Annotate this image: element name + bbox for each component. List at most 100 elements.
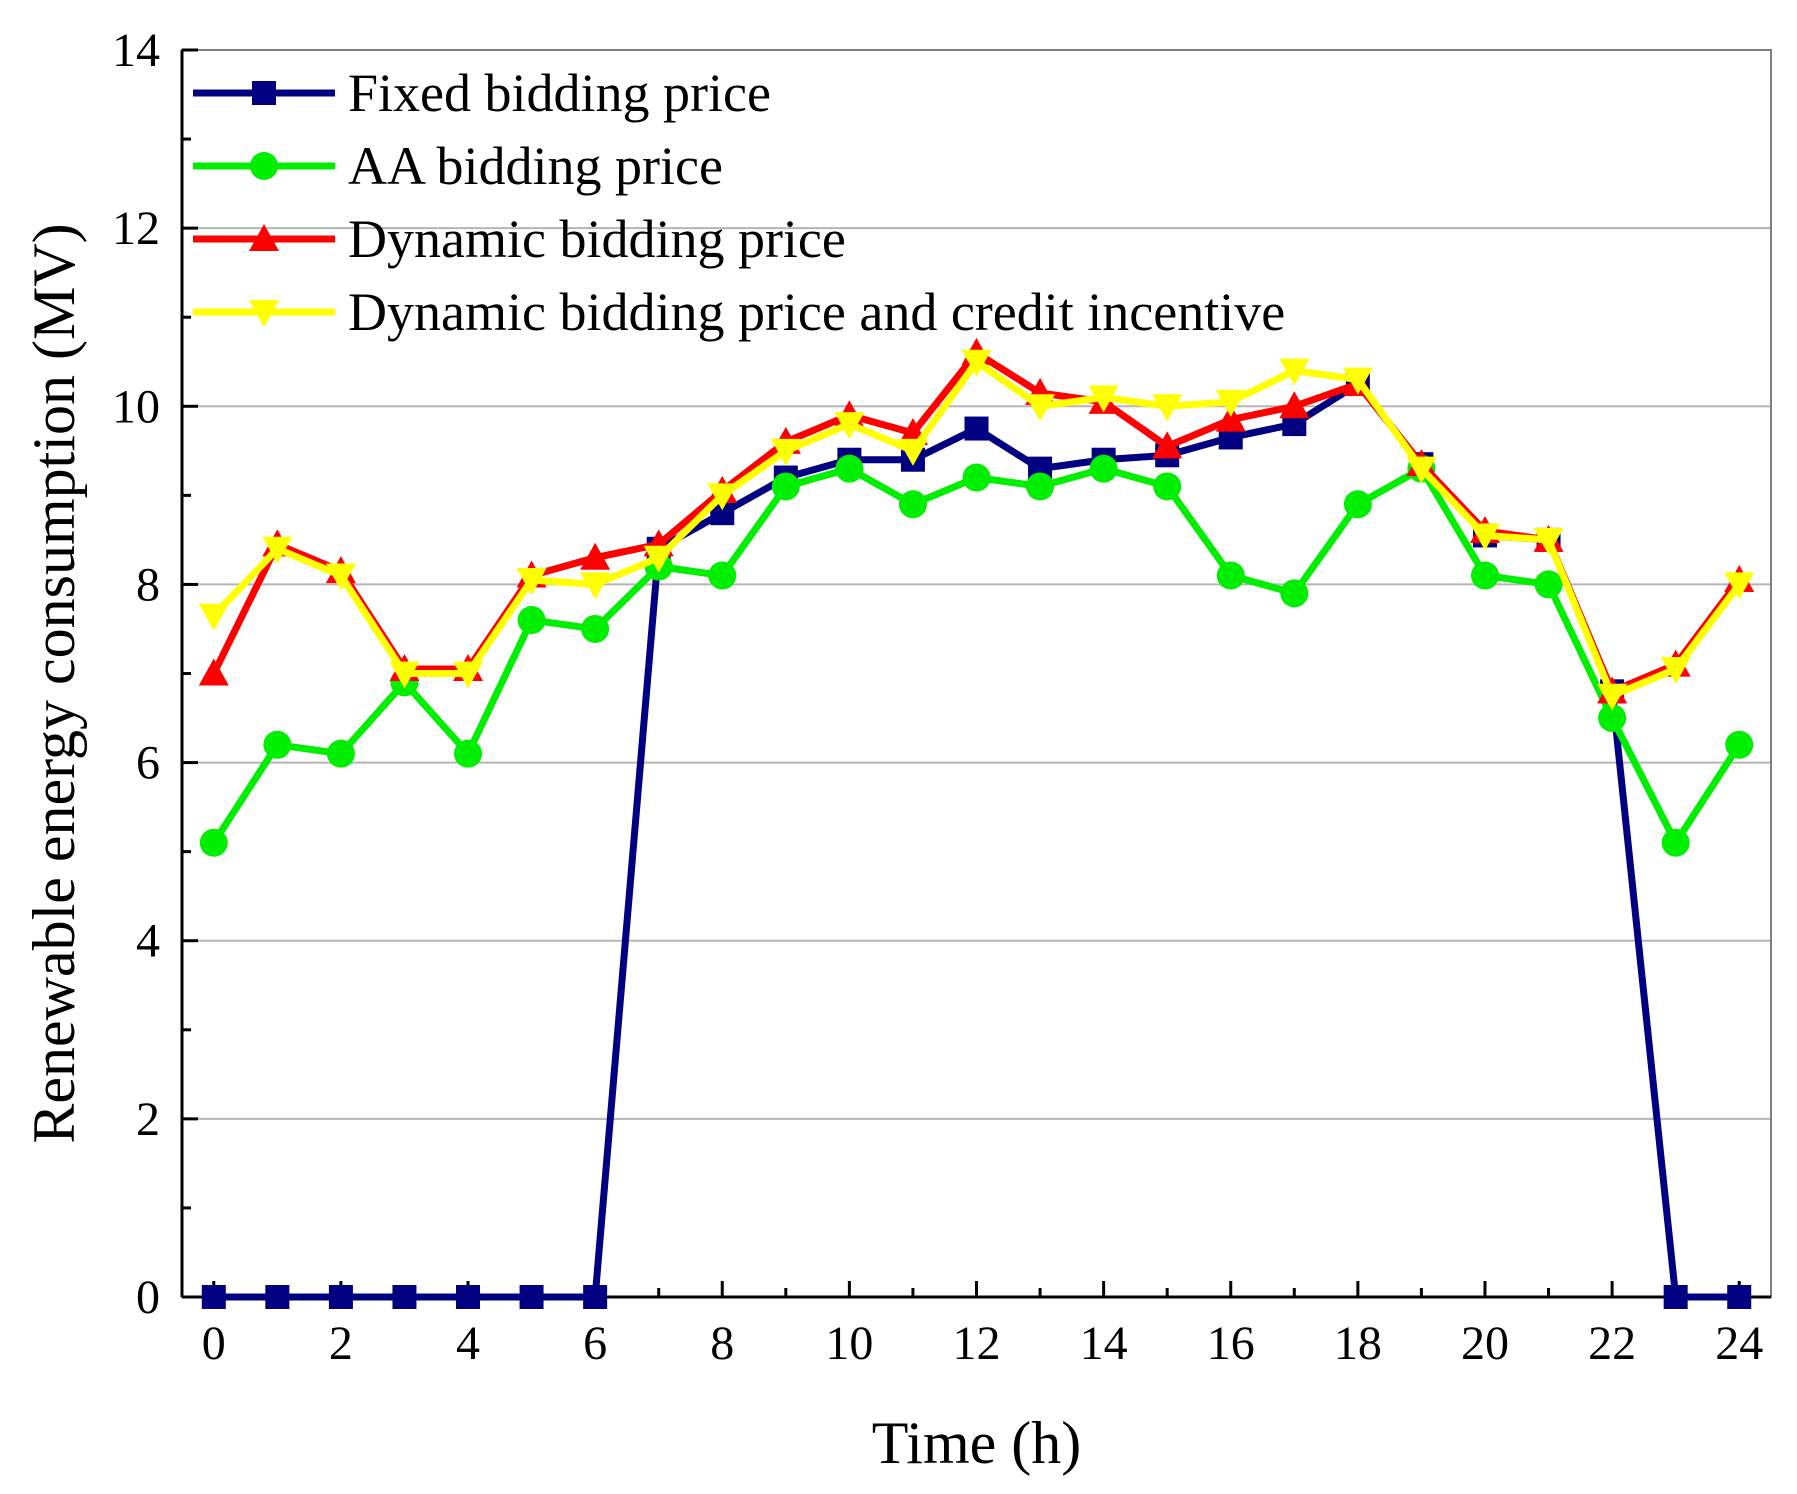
series-4-point-16 [1215, 389, 1246, 417]
series-3-point-15 [1152, 431, 1183, 459]
series-2-point-5 [517, 606, 546, 635]
x-tick-label-8: 8 [710, 1317, 734, 1370]
y-tick-label-12: 12 [112, 202, 160, 255]
x-tick-label-12: 12 [953, 1317, 1001, 1370]
series-1-point-0 [201, 1285, 226, 1309]
series-4-point-6 [580, 572, 611, 600]
legend-item-1: Fixed bidding price [193, 63, 771, 123]
series-2-point-2 [326, 739, 355, 768]
series-1-point-2 [328, 1285, 353, 1309]
x-tick-label-22: 22 [1588, 1317, 1636, 1370]
series-2-point-14 [1089, 454, 1118, 483]
y-tick-label-2: 2 [136, 1093, 160, 1146]
x-tick-label-6: 6 [583, 1317, 607, 1370]
series-2-point-9 [771, 472, 800, 501]
series-2-point-18 [1343, 490, 1372, 519]
x-axis-title: Time (h) [872, 1410, 1081, 1476]
series-2-point-21 [1534, 570, 1563, 599]
series-4-point-8 [707, 483, 738, 511]
series-4-point-11 [897, 438, 928, 466]
y-axis-title: Renewable energy consumption (MV) [21, 223, 87, 1143]
legend-label-1: Fixed bidding price [348, 63, 771, 123]
series-2-point-23 [1661, 828, 1690, 857]
series-2-point-17 [1280, 579, 1309, 608]
series-2-point-0 [199, 828, 228, 857]
series-1-point-3 [392, 1285, 417, 1309]
series-1-point-24 [1727, 1285, 1752, 1309]
y-tick-label-0: 0 [136, 1271, 160, 1324]
series-4-point-0 [198, 603, 229, 631]
legend-item-4: Dynamic bidding price and credit incenti… [193, 282, 1285, 342]
x-tick-label-14: 14 [1080, 1317, 1128, 1370]
x-tick-label-4: 4 [456, 1317, 480, 1370]
x-tick-label-16: 16 [1207, 1317, 1255, 1370]
series-4-point-21 [1533, 527, 1564, 555]
series-4-point-2 [325, 563, 356, 591]
series-4-point-14 [1088, 385, 1119, 413]
series-2-point-22 [1598, 704, 1627, 733]
series-1-point-8 [710, 501, 735, 526]
series-4-point-13 [1025, 394, 1056, 422]
gridlines [182, 227, 1771, 1120]
series-4-point-3 [389, 661, 420, 689]
series-4-point-15 [1152, 394, 1183, 422]
series-4-point-4 [453, 661, 484, 689]
series-4-point-23 [1660, 657, 1691, 685]
series-4-point-20 [1469, 523, 1500, 551]
series-2-point-20 [1470, 561, 1499, 590]
series-4-point-24 [1724, 572, 1755, 600]
x-tick-label-0: 0 [202, 1317, 226, 1370]
series-4-point-12 [961, 349, 992, 377]
series-4 [198, 349, 1755, 711]
series-1-point-5 [519, 1285, 544, 1309]
series-4-point-7 [643, 545, 674, 573]
x-tick-label-10: 10 [825, 1317, 873, 1370]
legend-marker-4 [249, 300, 279, 327]
series-4-point-9 [770, 438, 801, 466]
series-4-point-1 [262, 536, 293, 564]
series-4-point-10 [834, 412, 865, 440]
series-3-point-0 [198, 658, 229, 686]
series-1-point-6 [583, 1285, 608, 1309]
y-tick-label-4: 4 [136, 915, 160, 968]
series-4-point-19 [1406, 456, 1437, 484]
series-4-point-17 [1279, 358, 1310, 386]
series-2-point-4 [454, 739, 483, 768]
series-2-point-8 [708, 561, 737, 590]
y-tick-label-14: 14 [112, 24, 160, 77]
legend: Fixed bidding price AA bidding price Dynam… [193, 63, 1285, 342]
series-3-point-16 [1215, 404, 1246, 432]
series-2-point-24 [1725, 730, 1754, 759]
series-2-point-11 [898, 490, 927, 519]
x-tick-label-20: 20 [1461, 1317, 1509, 1370]
y-tick-label-6: 6 [136, 737, 160, 790]
legend-label-4: Dynamic bidding price and credit incenti… [348, 282, 1285, 342]
series-2-point-12 [962, 463, 991, 492]
x-tick-label-2: 2 [329, 1317, 353, 1370]
x-tick-label-24: 24 [1715, 1317, 1763, 1370]
legend-item-3: Dynamic bidding price [193, 209, 846, 269]
y-tick-label-8: 8 [136, 558, 160, 611]
y-tick-label-10: 10 [112, 380, 160, 433]
series-2-point-16 [1216, 561, 1245, 590]
legend-label-3: Dynamic bidding price [348, 209, 846, 269]
legend-marker-1 [252, 81, 276, 105]
series-4-point-22 [1597, 683, 1628, 711]
series-2 [199, 454, 1754, 857]
series-3-point-17 [1279, 391, 1310, 419]
series-4-point-5 [516, 567, 547, 595]
series-2-point-13 [1026, 472, 1055, 501]
legend-item-2: AA bidding price [193, 136, 723, 196]
series-2-point-6 [581, 614, 610, 643]
series-2-point-1 [263, 730, 292, 759]
legend-marker-2 [250, 152, 278, 180]
series-1-point-4 [456, 1285, 481, 1309]
series-2-point-10 [835, 454, 864, 483]
legend-marker-3 [249, 224, 279, 251]
series-layer [198, 337, 1755, 1309]
legend-label-2: AA bidding price [348, 136, 723, 196]
series-1-point-12 [964, 416, 989, 441]
series-2-point-15 [1153, 472, 1182, 501]
